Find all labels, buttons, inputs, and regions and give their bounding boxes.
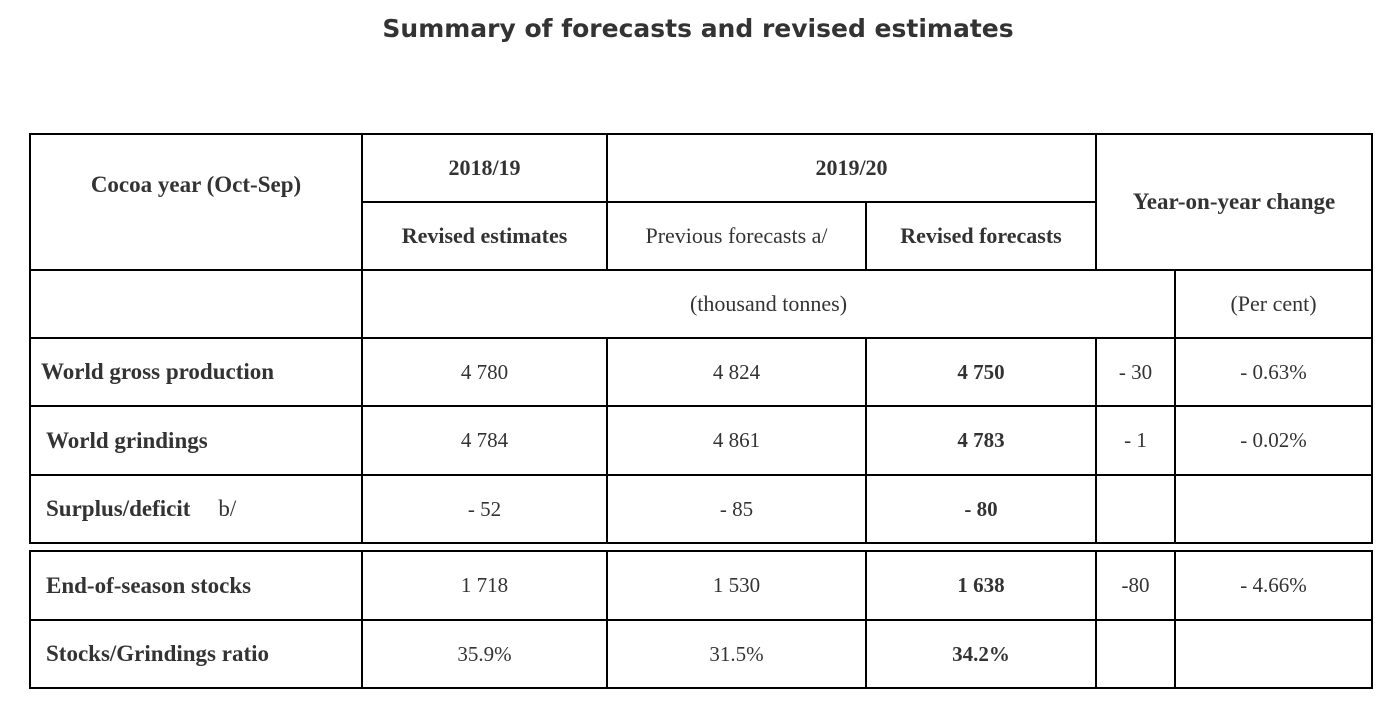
cell-label: World gross production xyxy=(29,337,363,407)
cell-value: -80 xyxy=(1121,573,1150,597)
cell-change-pct xyxy=(1174,619,1373,689)
cell-value: - 80 xyxy=(964,496,998,521)
cell-change xyxy=(1095,619,1176,689)
cell-est-2018: 4 780 xyxy=(361,337,608,407)
cell-value: 35.9% xyxy=(457,641,512,666)
cell-change xyxy=(1095,474,1176,544)
cell-value: 1 638 xyxy=(957,573,1005,597)
cell-change: -80 xyxy=(1095,550,1176,621)
cell-value: - 52 xyxy=(467,496,502,521)
cell-prev-2019: - 85 xyxy=(606,474,867,544)
cell-prev-2019: 31.5% xyxy=(606,619,867,689)
cell-value: - 1 xyxy=(1124,428,1147,452)
cell-value: 4 750 xyxy=(957,359,1005,384)
cell-rev-2019: 1 638 xyxy=(865,550,1097,621)
cell-est-2018: 35.9% xyxy=(361,619,608,689)
cell-est-2018: 1 718 xyxy=(361,550,608,621)
cell-label: End-of-season stocks xyxy=(29,550,363,621)
header-previous-forecasts: Previous forecasts a/ xyxy=(606,201,867,271)
cell-value: 34.2% xyxy=(952,641,1010,666)
cell-value: - 4.66% xyxy=(1240,573,1307,597)
footnote-marker: b/ xyxy=(218,496,237,521)
unit-thousand-tonnes: (thousand tonnes) xyxy=(361,269,1176,339)
header-2018-19: 2018/19 xyxy=(361,133,608,203)
cell-label: World grindings xyxy=(29,405,363,476)
unit-blank-cell xyxy=(29,269,363,339)
cell-prev-2019: 4 861 xyxy=(606,405,867,476)
cell-value: 4 780 xyxy=(460,359,509,384)
cell-change-pct: - 0.63% xyxy=(1174,337,1373,407)
cell-change: - 1 xyxy=(1095,405,1176,476)
unit-per-cent: (Per cent) xyxy=(1174,269,1373,339)
header-revised-estimates: Revised estimates xyxy=(361,201,608,271)
cell-value: 4 861 xyxy=(712,428,761,452)
cell-change-pct: - 0.02% xyxy=(1174,405,1373,476)
cell-value: 4 783 xyxy=(957,428,1005,452)
row-label: World grindings xyxy=(46,427,208,453)
cell-value: 1 718 xyxy=(460,573,509,597)
cell-value: - 0.02% xyxy=(1240,428,1307,452)
cell-rev-2019: 34.2% xyxy=(865,619,1097,689)
header-revised-forecasts: Revised forecasts xyxy=(865,201,1097,271)
row-label: Surplus/deficit xyxy=(46,496,191,521)
cell-value: 31.5% xyxy=(709,641,764,666)
cell-rev-2019: - 80 xyxy=(865,474,1097,544)
cell-label: Stocks/Grindings ratio xyxy=(29,619,363,689)
header-cocoa-year: Cocoa year (Oct-Sep) xyxy=(29,133,363,271)
cell-change-pct: - 4.66% xyxy=(1174,550,1373,621)
cell-est-2018: 4 784 xyxy=(361,405,608,476)
cell-rev-2019: 4 783 xyxy=(865,405,1097,476)
header-2019-20: 2019/20 xyxy=(606,133,1097,203)
page-title: Summary of forecasts and revised estimat… xyxy=(382,14,1014,43)
row-label: World gross production xyxy=(41,359,275,384)
cell-value: 4 824 xyxy=(712,359,761,384)
cell-value: 4 784 xyxy=(460,428,509,452)
row-label: Stocks/Grindings ratio xyxy=(46,641,270,666)
cell-value: - 0.63% xyxy=(1240,359,1307,384)
cell-prev-2019: 4 824 xyxy=(606,337,867,407)
cell-label: Surplus/deficit b/ xyxy=(29,474,363,544)
cell-est-2018: - 52 xyxy=(361,474,608,544)
cell-prev-2019: 1 530 xyxy=(606,550,867,621)
cell-change: - 30 xyxy=(1095,337,1176,407)
cell-value: - 85 xyxy=(719,496,754,521)
cell-change-pct xyxy=(1174,474,1373,544)
row-label: End-of-season stocks xyxy=(46,572,252,598)
cell-value: - 30 xyxy=(1118,359,1153,384)
cell-rev-2019: 4 750 xyxy=(865,337,1097,407)
cell-value: 1 530 xyxy=(712,573,761,597)
header-year-on-year-change: Year-on-year change xyxy=(1095,133,1373,271)
